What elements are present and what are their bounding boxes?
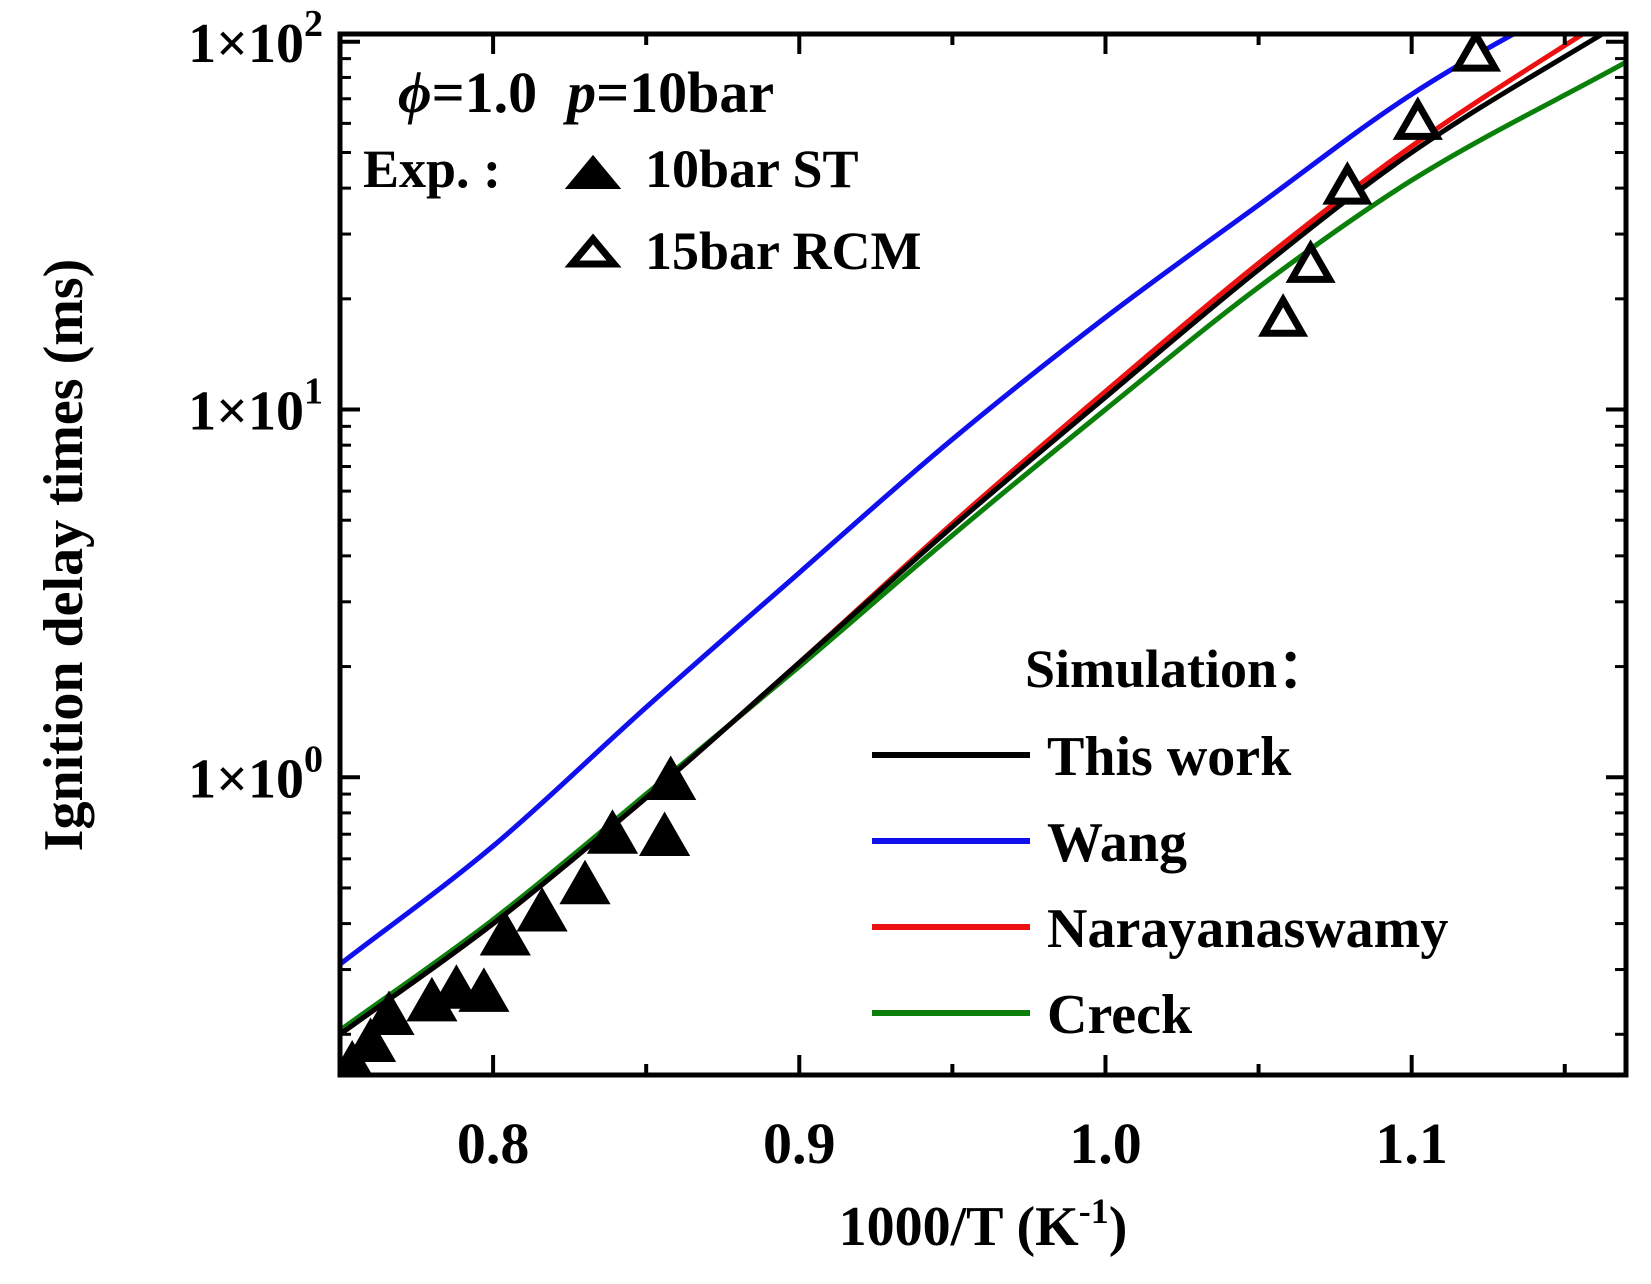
x-axis-label-sup: -1 <box>1079 1191 1109 1231</box>
legend-marker-open-triangle <box>564 233 622 268</box>
x-tick-label: 1.0 <box>1069 1111 1142 1176</box>
rcm-data-point <box>1392 96 1443 140</box>
x-tick-label: 0.9 <box>763 1111 836 1176</box>
rcm-data-point <box>1450 34 1502 72</box>
series-line-creck <box>340 60 1626 1033</box>
exp-legend-entry-rcm: 15bar RCM <box>645 221 922 281</box>
legend-label-creck: Creck <box>1047 984 1193 1046</box>
x-tick-label: 1.1 <box>1375 1111 1448 1176</box>
x-axis-label-close: ) <box>1109 1196 1128 1258</box>
pressure-value: =10bar <box>596 60 774 125</box>
phi-value: =1.0 <box>432 60 538 125</box>
st-data-point <box>479 910 531 956</box>
y-tick-label: 1×101 <box>188 371 323 443</box>
st-data-point <box>516 886 568 932</box>
legend-label-wang: Wang <box>1047 812 1187 874</box>
conditions-annotation: ϕ=1.0 p=10bar <box>398 60 774 125</box>
pressure-symbol: p <box>562 60 596 125</box>
st-data-point <box>586 809 639 854</box>
st-data-point <box>363 990 415 1035</box>
legend-label-this-work: This work <box>1047 726 1292 788</box>
series-line-narayanaswamy <box>340 34 1588 1037</box>
sim-legend-title: Simulation： <box>1025 639 1331 699</box>
legend-marker-filled-triangle <box>564 154 622 189</box>
st-data-point <box>345 1017 397 1062</box>
st-data-point <box>645 755 697 800</box>
rcm-data-point <box>1322 161 1373 205</box>
st-data-point <box>458 967 510 1012</box>
st-data-point <box>639 811 691 856</box>
x-axis-label-main: 1000/T (K <box>839 1196 1080 1258</box>
exp-legend-entry-st: 10bar ST <box>645 139 859 199</box>
y-tick-label: 1×102 <box>188 3 323 75</box>
st-data-point <box>559 859 611 905</box>
x-tick-label: 0.8 <box>457 1111 530 1176</box>
series-line-this-work <box>340 34 1608 1037</box>
y-tick-label: 1×100 <box>188 738 323 810</box>
rcm-data-point <box>1285 239 1336 283</box>
x-axis-label: 1000/T (K-1) <box>839 1191 1128 1258</box>
series-line-wang <box>340 34 1519 967</box>
exp-legend-title: Exp. : <box>363 139 501 199</box>
legend-label-narayanaswamy: Narayanaswamy <box>1047 898 1448 960</box>
phi-symbol: ϕ <box>398 60 432 125</box>
y-axis-label: Ignition delay times (ms) <box>33 259 95 852</box>
rcm-data-point <box>1258 293 1309 337</box>
